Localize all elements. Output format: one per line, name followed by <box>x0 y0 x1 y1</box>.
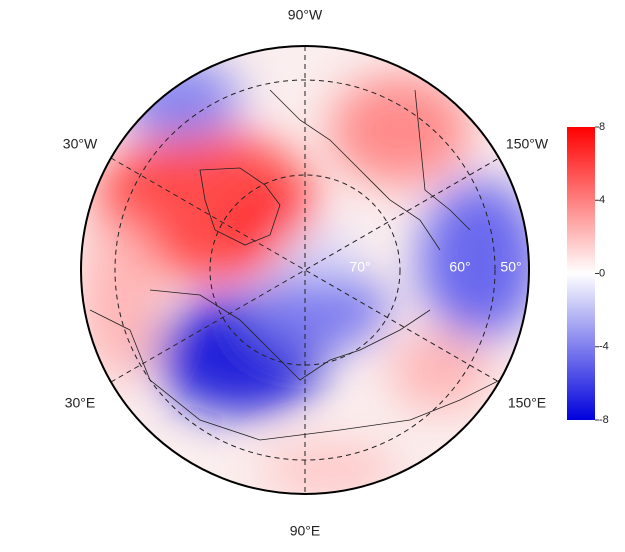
colorbar-tick-label: 4 <box>599 194 605 206</box>
lon-label: 150°W <box>506 136 549 152</box>
lat-label: 60° <box>449 259 470 275</box>
colorbar-ticks: 8 4 0 -4 -8 <box>595 121 609 426</box>
colorbar-tick-label: -4 <box>599 341 609 353</box>
lat-label: 50° <box>500 259 521 275</box>
map-border <box>80 45 530 495</box>
anomaly-field <box>81 46 529 494</box>
colorbar-tick-label: -8 <box>599 414 609 426</box>
lon-label: 30°W <box>63 136 98 152</box>
colorbar <box>567 127 595 420</box>
lat-label: 70° <box>349 259 370 275</box>
lon-label: 150°E <box>508 395 546 411</box>
lon-label: 90°W <box>288 7 323 23</box>
colorbar-tick-label: 8 <box>599 121 605 133</box>
lon-label: 90°E <box>290 523 321 539</box>
colorbar-tick-label: 0 <box>599 267 605 279</box>
lon-label: 30°E <box>65 395 96 411</box>
